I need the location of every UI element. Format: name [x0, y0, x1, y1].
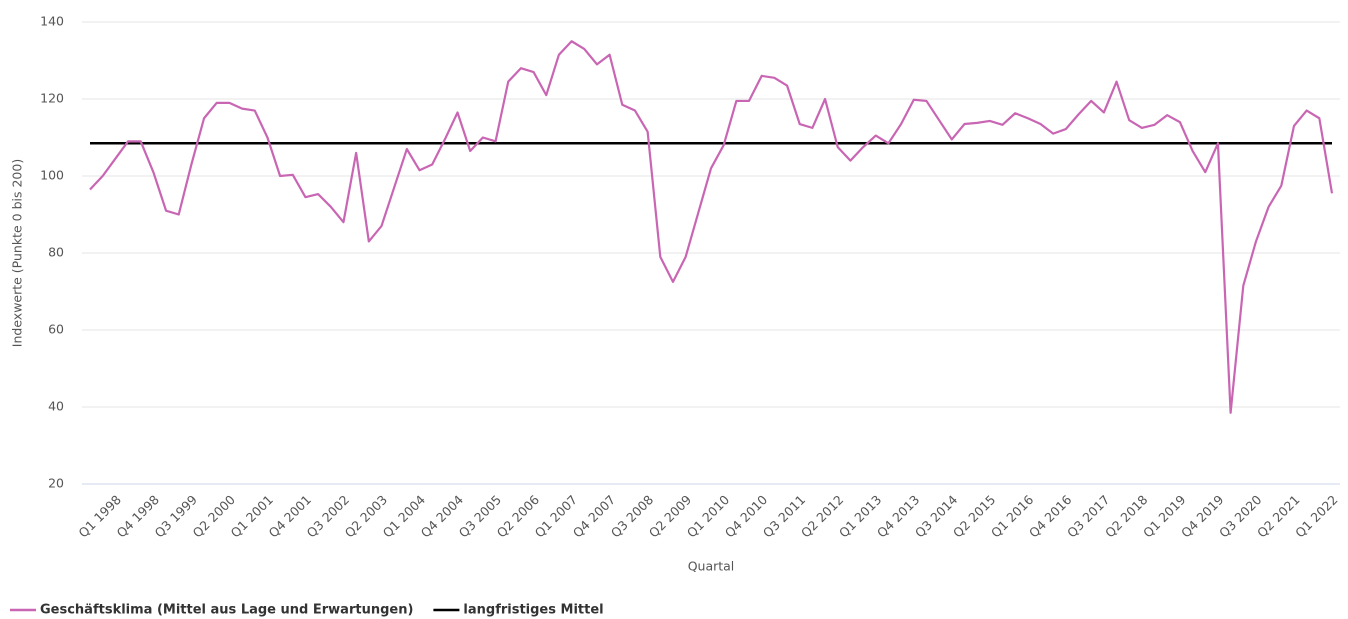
legend-label: langfristiges Mittel: [463, 603, 603, 618]
x-axis-title: Quartal: [688, 559, 735, 574]
legend-label: Geschäftsklima (Mittel aus Lage und Erwa…: [40, 603, 413, 618]
y-axis-title: Indexwerte (Punkte 0 bis 200): [10, 159, 25, 347]
y-tick-label: 40: [48, 399, 64, 414]
y-tick-label: 20: [48, 476, 64, 491]
y-tick-label: 140: [40, 14, 64, 29]
x-tick-label: Q1 2022: [1292, 492, 1340, 540]
y-tick-label: 60: [48, 322, 64, 337]
y-tick-label: 80: [48, 245, 64, 260]
data-line: [89, 40, 1334, 414]
y-tick-label: 100: [40, 168, 64, 183]
y-tick-label: 120: [40, 91, 64, 106]
